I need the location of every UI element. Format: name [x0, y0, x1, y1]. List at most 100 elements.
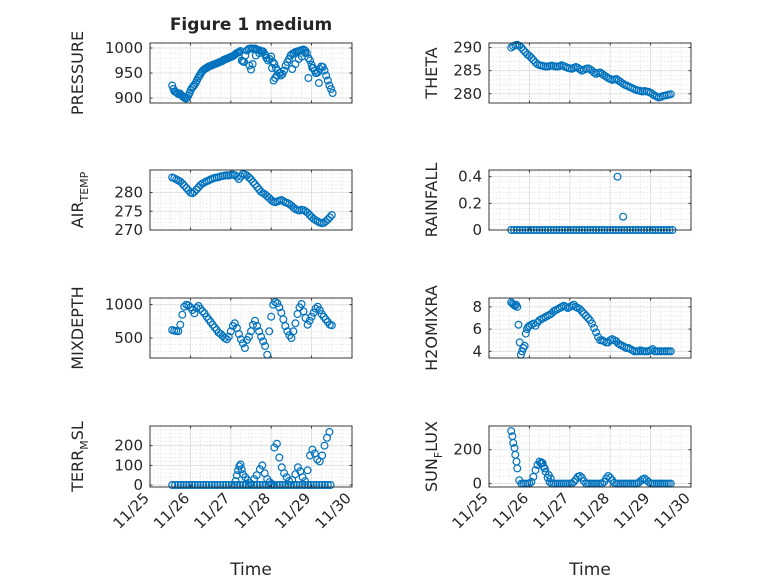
data-point: [283, 327, 292, 336]
data-point: [216, 330, 225, 339]
data-point: [287, 481, 296, 490]
series-air-temp: [168, 169, 336, 228]
data-point: [257, 332, 266, 341]
data-point: [185, 481, 194, 490]
data-point: [245, 332, 254, 341]
y-tick-label: 200: [453, 441, 482, 459]
data-point: [246, 479, 255, 488]
data-point: [270, 59, 279, 68]
y-tick-label: 500: [114, 329, 143, 347]
panel-theta: 280 285 290 THETA: [422, 39, 692, 104]
x-tick-label: 11/28: [231, 489, 274, 532]
x-tick-label: 11/27: [529, 489, 572, 532]
y-tick-label: 280: [114, 184, 143, 202]
data-point: [257, 187, 266, 196]
y-tick-label: 1000: [105, 296, 143, 314]
x-tick-label: 11/30: [312, 489, 355, 532]
y-axis-label: TERRMSL: [68, 421, 91, 493]
y-tick-label: 8: [472, 298, 482, 316]
series-theta: [507, 40, 675, 102]
data-point: [267, 52, 276, 61]
data-point: [315, 306, 324, 315]
data-point: [513, 302, 522, 311]
data-point: [514, 320, 523, 329]
data-point: [321, 217, 330, 226]
data-point: [309, 214, 318, 223]
data-point: [325, 213, 334, 222]
data-point: [258, 481, 267, 490]
x-axis-label: Time: [229, 560, 272, 580]
data-point: [193, 481, 202, 490]
data-point: [301, 477, 310, 486]
data-point: [168, 481, 177, 490]
data-point: [322, 71, 331, 80]
axes-box: [488, 42, 692, 104]
data-point: [255, 481, 264, 490]
data-point: [224, 332, 233, 341]
data-point: [320, 481, 329, 490]
y-tick-label: 0: [133, 476, 143, 494]
data-point: [616, 77, 625, 86]
data-point: [236, 460, 245, 469]
y-tick-label: 4: [472, 342, 482, 360]
data-point: [292, 481, 301, 490]
data-point: [575, 305, 584, 314]
data-point: [512, 457, 521, 466]
data-point: [250, 481, 259, 490]
data-point: [270, 443, 279, 452]
data-point: [311, 68, 320, 77]
data-point: [245, 173, 254, 182]
data-point: [577, 307, 586, 316]
data-point: [315, 481, 324, 490]
data-point: [307, 312, 316, 321]
y-tick-label: 100: [114, 456, 143, 474]
data-point: [202, 481, 211, 490]
data-point: [320, 66, 329, 75]
data-point: [276, 68, 285, 77]
data-point: [323, 76, 332, 85]
data-point: [529, 319, 538, 328]
axes-box: [149, 297, 353, 359]
data-point: [309, 481, 318, 490]
data-point: [184, 301, 193, 310]
data-point: [666, 347, 675, 356]
data-point: [207, 481, 216, 490]
data-point: [238, 481, 247, 490]
y-tick-label: 0.2: [458, 194, 482, 212]
data-point: [291, 319, 300, 328]
data-point: [275, 303, 284, 312]
data-point: [538, 459, 547, 468]
data-point: [179, 481, 188, 490]
data-point: [236, 481, 245, 490]
data-point: [587, 319, 596, 328]
panel-h2omixra: 4 6 8 H2OMIXRA: [422, 285, 692, 371]
data-point: [613, 172, 622, 181]
data-point: [311, 304, 320, 313]
data-point: [182, 481, 191, 490]
data-point: [312, 481, 321, 490]
y-axis-label: MIXDEPTH: [68, 286, 87, 369]
data-point: [569, 477, 578, 486]
data-point: [278, 481, 287, 490]
data-point: [190, 187, 199, 196]
data-point: [540, 464, 549, 473]
data-point: [303, 466, 312, 475]
data-point: [589, 68, 598, 77]
data-point: [275, 481, 284, 490]
data-point: [281, 322, 290, 331]
data-point: [527, 53, 536, 62]
y-tick-label: 200: [114, 437, 143, 455]
data-point: [230, 319, 239, 328]
data-point: [583, 314, 592, 323]
data-point: [327, 84, 336, 93]
data-point: [182, 184, 191, 193]
data-point: [318, 451, 327, 460]
panel-mixdepth: 500 1000 MIXDEPTH: [68, 286, 353, 370]
data-point: [249, 320, 258, 329]
data-point: [306, 481, 315, 490]
data-point: [314, 78, 323, 87]
data-point: [326, 481, 335, 490]
data-point: [520, 341, 529, 350]
